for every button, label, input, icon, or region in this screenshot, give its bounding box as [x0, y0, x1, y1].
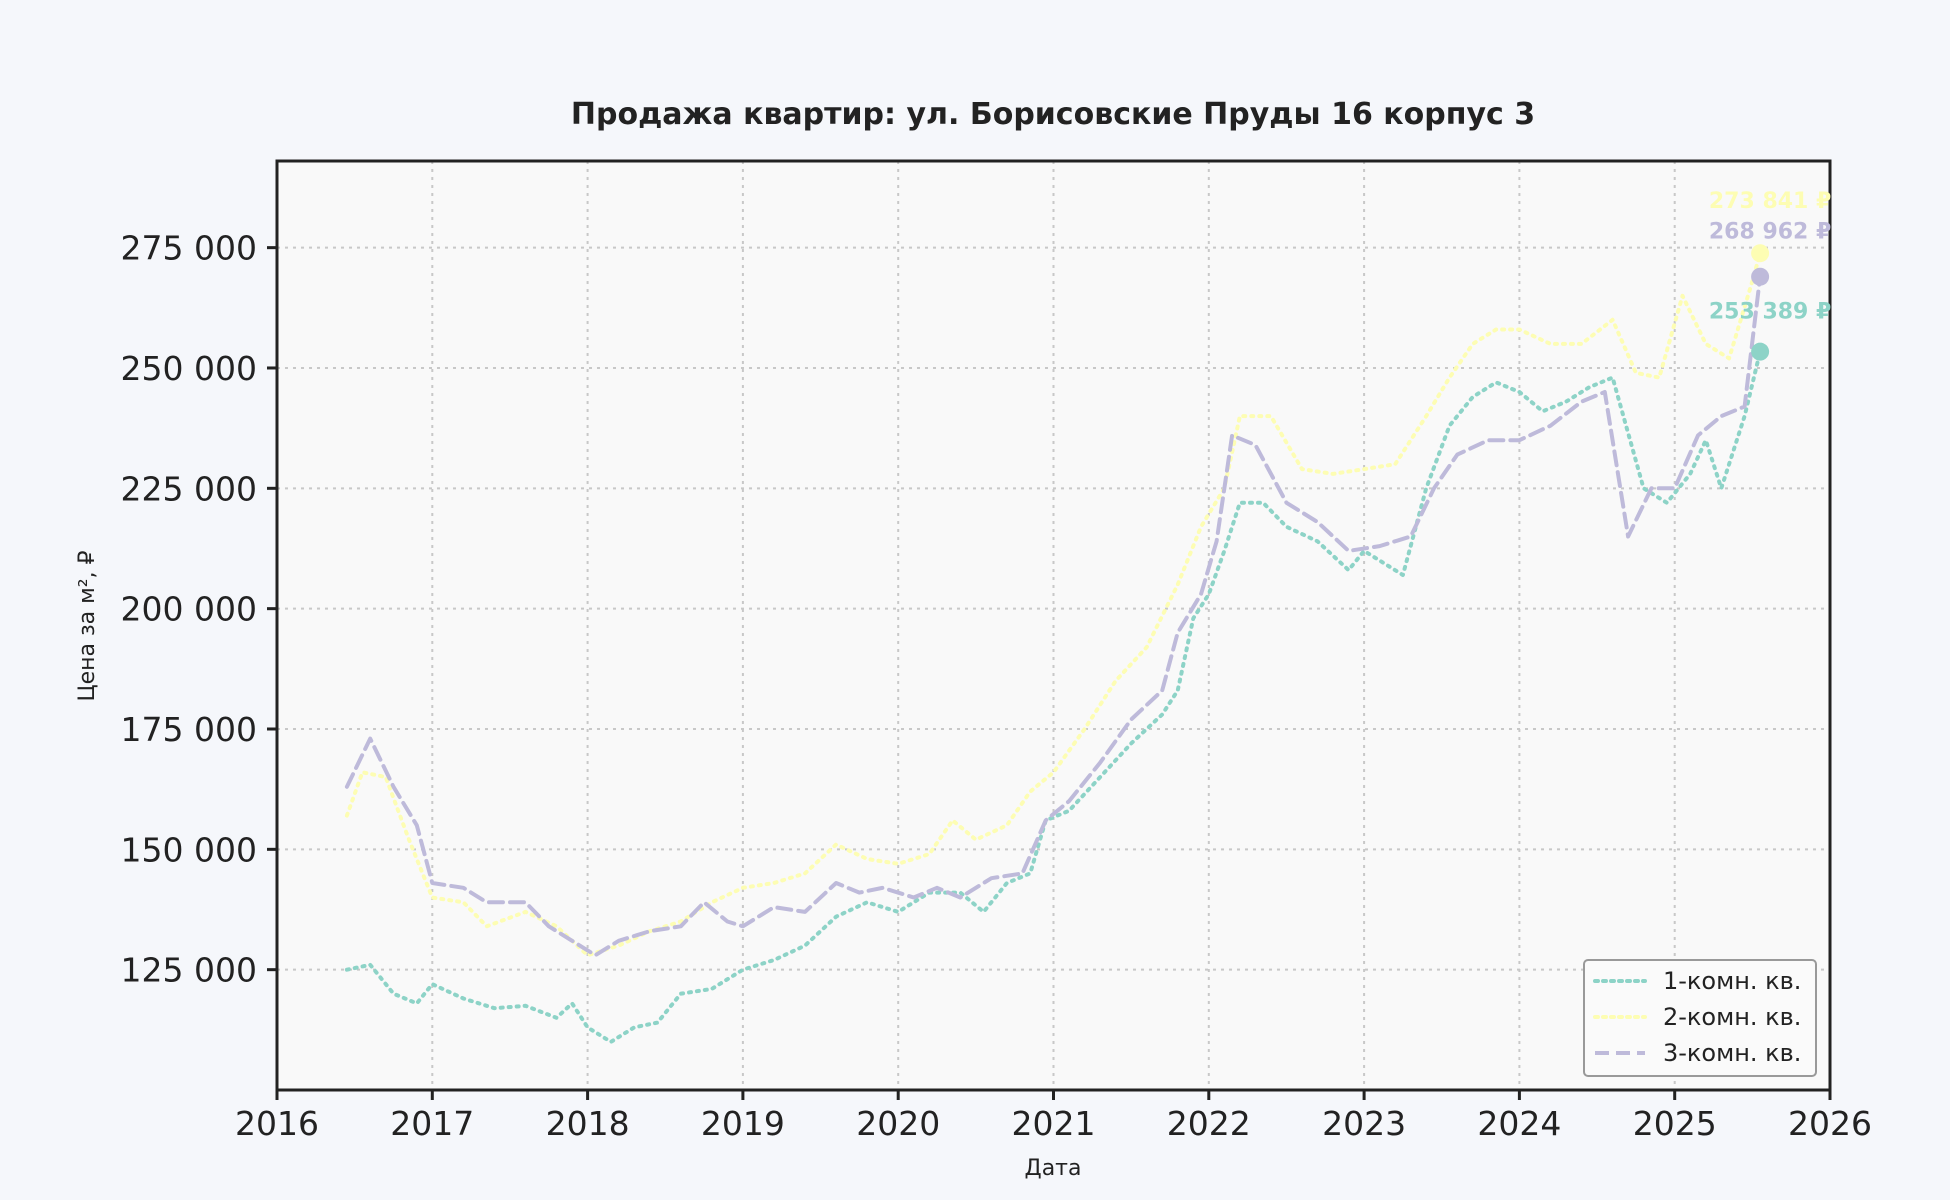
- x-tick-label: 2019: [701, 1104, 785, 1143]
- x-tick-label: 2016: [235, 1104, 319, 1143]
- x-tick-label: 2017: [390, 1104, 474, 1143]
- endpoint-markers: 253 389 ₽ 273 841 ₽ 268 962 ₽: [1709, 189, 1831, 361]
- y-tick-label: 125 000: [121, 951, 257, 990]
- series-line-1room: [344, 349, 1763, 1044]
- series-group: [344, 251, 1763, 1044]
- endpoint-label-2room: 273 841 ₽: [1709, 189, 1831, 214]
- x-tick-label: 2026: [1788, 1104, 1872, 1143]
- legend-frame: [1583, 959, 1817, 1077]
- endpoint-marker-3room: [1751, 267, 1770, 286]
- chart-title: Продажа квартир: ул. Борисовские Пруды 1…: [571, 97, 1535, 132]
- x-tick-label: 2018: [546, 1104, 630, 1143]
- x-tick-label: 2024: [1477, 1104, 1561, 1143]
- series-line-3room: [344, 274, 1763, 958]
- x-tick-label: 2023: [1322, 1104, 1406, 1143]
- axis-ticks: 2016 2017 2018 2019 2020 2021 2022 2023 2024 2025…: [121, 229, 1872, 1143]
- endpoint-label-3room: 268 962 ₽: [1709, 220, 1831, 245]
- y-tick-label: 175 000: [121, 710, 257, 749]
- endpoint-label-1room: 253 389 ₽: [1709, 300, 1831, 325]
- endpoint-marker-2room: [1751, 244, 1770, 263]
- x-tick-label: 2025: [1633, 1104, 1717, 1143]
- y-tick-label: 250 000: [121, 349, 257, 388]
- y-tick-label: 225 000: [121, 469, 257, 508]
- x-tick-label: 2021: [1012, 1104, 1096, 1143]
- y-tick-label: 275 000: [121, 229, 257, 268]
- legend-label-1room: 1-комн. кв.: [1663, 967, 1801, 995]
- y-tick-label: 150 000: [121, 830, 257, 869]
- x-tick-label: 2022: [1167, 1104, 1251, 1143]
- endpoint-marker-1room: [1751, 342, 1770, 361]
- x-tick-label: 2020: [856, 1104, 940, 1143]
- legend: 1-комн. кв. 2-комн. кв. 3-комн. кв.: [1583, 959, 1817, 1077]
- x-axis-label: Дата: [1025, 1156, 1082, 1181]
- y-tick-label: 200 000: [121, 590, 257, 629]
- legend-label-3room: 3-комн. кв.: [1663, 1039, 1801, 1067]
- y-axis-label: Цена за м², ₽: [75, 550, 100, 701]
- legend-label-2room: 2-комн. кв.: [1663, 1003, 1801, 1031]
